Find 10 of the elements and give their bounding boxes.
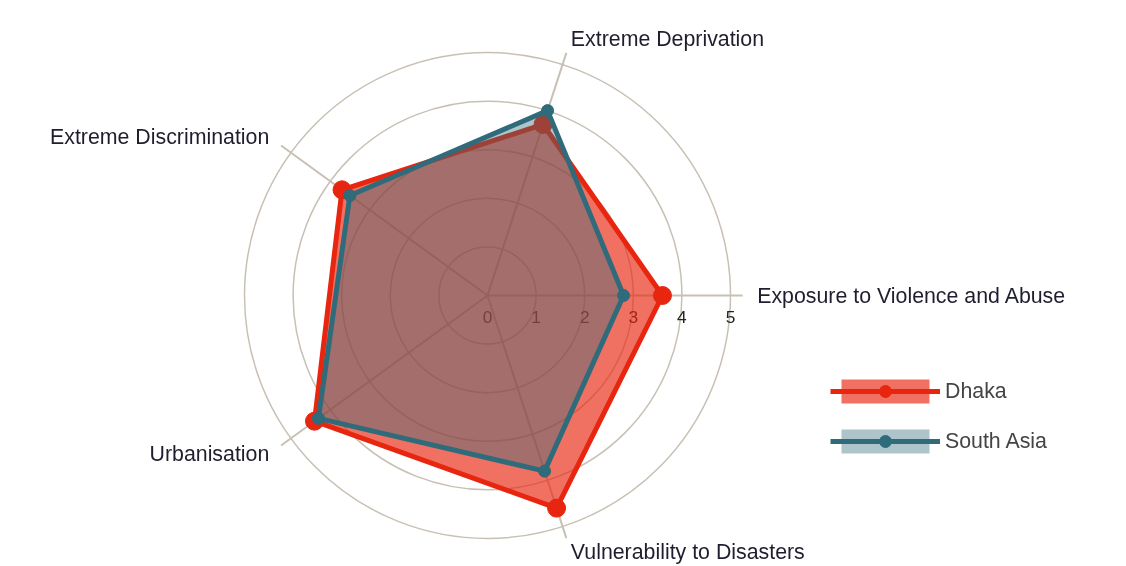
spoke-label: Vulnerability to Disasters <box>570 540 805 565</box>
y-tick-label: 4 <box>677 307 688 328</box>
spoke-label: Extreme Deprivation <box>570 26 765 51</box>
legend-label: South Asia <box>945 428 1047 454</box>
y-tick-label: 5 <box>725 307 736 328</box>
spoke-label: Exposure to Violence and Abuse <box>757 283 1066 308</box>
y-tick-label: 3 <box>628 307 639 328</box>
spoke-label: Urbanisation <box>149 442 270 467</box>
spoke-label: Extreme Discrimination <box>50 124 270 149</box>
legend-label: Dhaka <box>945 378 1007 404</box>
